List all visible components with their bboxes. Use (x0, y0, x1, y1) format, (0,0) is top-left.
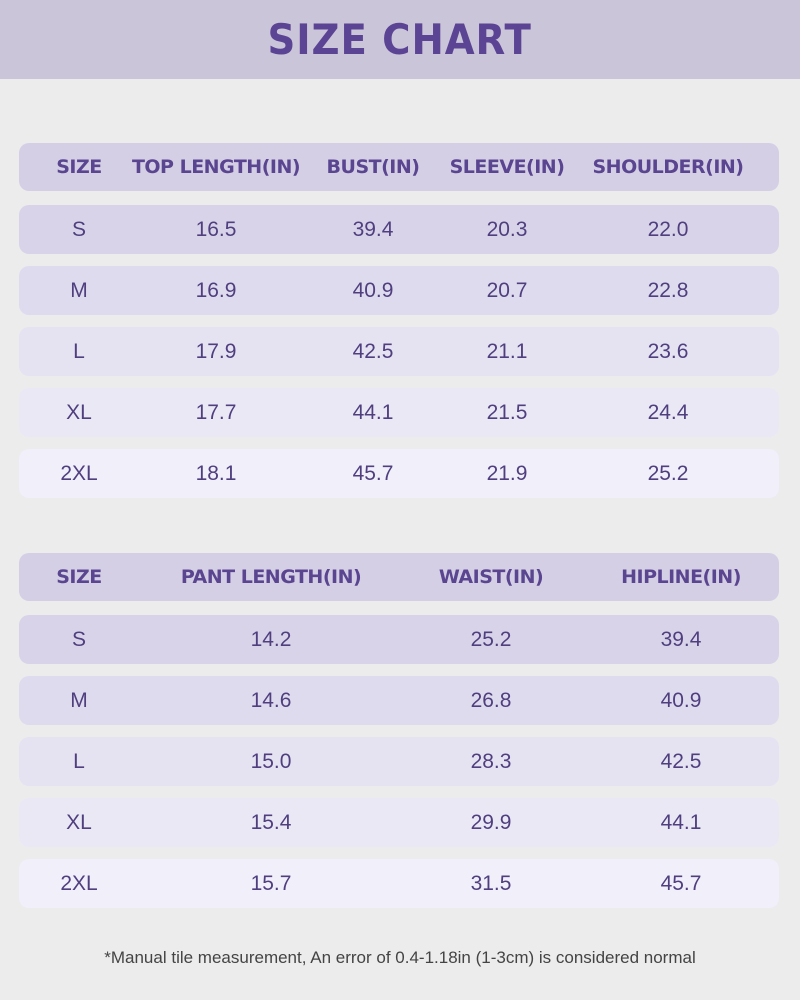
page-title: SIZE CHART (267, 15, 533, 64)
cell-size: XL (66, 810, 92, 834)
table-row: XL 17.7 44.1 21.5 24.4 (19, 388, 779, 437)
table-row: 2XL 18.1 45.7 21.9 25.2 (19, 449, 779, 498)
cell-hipline: 39.4 (660, 627, 702, 651)
cell-sleeve: 20.7 (486, 278, 528, 302)
cell-waist: 25.2 (470, 627, 512, 651)
measurement-note: *Manual tile measurement, An error of 0.… (104, 948, 696, 967)
table-row: M 16.9 40.9 20.7 22.8 (19, 266, 779, 315)
bottom-size-table: SIZE PANT LENGTH(IN) WAIST(IN) HIPLINE(I… (19, 553, 779, 920)
cell-waist: 28.3 (470, 749, 512, 773)
cell-waist: 29.9 (470, 810, 512, 834)
table-row: 2XL 15.7 31.5 45.7 (19, 859, 779, 908)
cell-hipline: 40.9 (660, 688, 702, 712)
cell-pant-length: 15.4 (250, 810, 292, 834)
cell-top-length: 16.5 (195, 217, 237, 241)
header-cell-shoulder: SHOULDER(IN) (592, 156, 745, 178)
cell-top-length: 16.9 (195, 278, 237, 302)
cell-sleeve: 21.9 (486, 461, 528, 485)
cell-shoulder: 23.6 (647, 339, 689, 363)
cell-size: 2XL (60, 461, 98, 485)
top-size-table: SIZE TOP LENGTH(IN) BUST(IN) SLEEVE(IN) … (19, 143, 779, 510)
table-row: XL 15.4 29.9 44.1 (19, 798, 779, 847)
header-cell-size: SIZE (56, 156, 102, 178)
cell-shoulder: 24.4 (647, 400, 689, 424)
cell-size: XL (66, 400, 92, 424)
table-row: M 14.6 26.8 40.9 (19, 676, 779, 725)
cell-hipline: 44.1 (660, 810, 702, 834)
cell-waist: 31.5 (470, 871, 512, 895)
cell-sleeve: 20.3 (486, 217, 528, 241)
cell-size: S (71, 627, 87, 651)
cell-size: M (70, 688, 88, 712)
cell-shoulder: 22.8 (647, 278, 689, 302)
cell-pant-length: 15.0 (250, 749, 292, 773)
header-cell-hipline: HIPLINE(IN) (621, 566, 741, 588)
cell-shoulder: 22.0 (647, 217, 689, 241)
table-row: L 15.0 28.3 42.5 (19, 737, 779, 786)
table-header-row: SIZE PANT LENGTH(IN) WAIST(IN) HIPLINE(I… (19, 553, 779, 601)
table-row: L 17.9 42.5 21.1 23.6 (19, 327, 779, 376)
cell-top-length: 18.1 (195, 461, 237, 485)
cell-size: L (73, 749, 85, 773)
cell-bust: 40.9 (352, 278, 394, 302)
cell-pant-length: 14.6 (250, 688, 292, 712)
header-cell-size: SIZE (56, 566, 102, 588)
cell-bust: 45.7 (352, 461, 394, 485)
header-cell-waist: WAIST(IN) (438, 566, 544, 588)
cell-sleeve: 21.1 (486, 339, 528, 363)
cell-sleeve: 21.5 (486, 400, 528, 424)
header-cell-pant-length: PANT LENGTH(IN) (180, 566, 362, 588)
cell-bust: 39.4 (352, 217, 394, 241)
cell-bust: 44.1 (352, 400, 394, 424)
header-cell-sleeve: SLEEVE(IN) (449, 156, 565, 178)
cell-size: M (70, 278, 88, 302)
cell-size: S (71, 217, 87, 241)
cell-pant-length: 15.7 (250, 871, 292, 895)
cell-size: 2XL (60, 871, 98, 895)
header-cell-bust: BUST(IN) (326, 156, 420, 178)
cell-waist: 26.8 (470, 688, 512, 712)
cell-size: L (73, 339, 85, 363)
cell-top-length: 17.9 (195, 339, 237, 363)
cell-top-length: 17.7 (195, 400, 237, 424)
cell-pant-length: 14.2 (250, 627, 292, 651)
cell-shoulder: 25.2 (647, 461, 689, 485)
cell-hipline: 45.7 (660, 871, 702, 895)
cell-bust: 42.5 (352, 339, 394, 363)
table-header-row: SIZE TOP LENGTH(IN) BUST(IN) SLEEVE(IN) … (19, 143, 779, 191)
header-cell-top-length: TOP LENGTH(IN) (131, 156, 301, 178)
cell-hipline: 42.5 (660, 749, 702, 773)
table-row: S 14.2 25.2 39.4 (19, 615, 779, 664)
table-row: S 16.5 39.4 20.3 22.0 (19, 205, 779, 254)
title-banner: SIZE CHART (0, 0, 800, 79)
